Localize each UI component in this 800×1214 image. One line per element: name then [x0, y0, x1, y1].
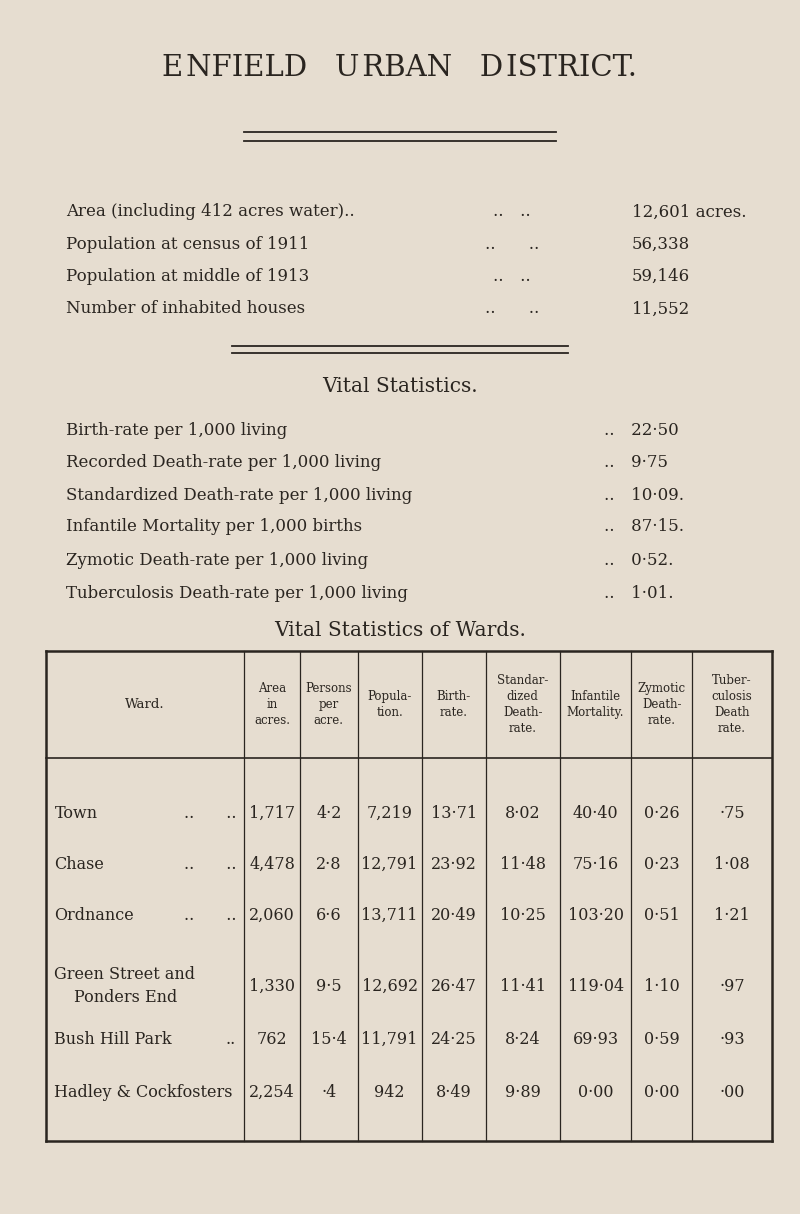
Text: ·4: ·4: [321, 1084, 337, 1101]
Text: ·75: ·75: [719, 805, 745, 822]
Text: ..  ..: .. ..: [183, 907, 236, 924]
Text: 20·49: 20·49: [430, 907, 477, 924]
Text: 15·4: 15·4: [311, 1031, 346, 1048]
Text: Ordnance: Ordnance: [54, 907, 134, 924]
Text: 2,060: 2,060: [249, 907, 295, 924]
Text: 0·00: 0·00: [644, 1084, 679, 1101]
Text: Hadley & Cockfosters: Hadley & Cockfosters: [54, 1084, 233, 1101]
Text: Ponders End: Ponders End: [74, 989, 178, 1006]
Text: 0·23: 0·23: [644, 856, 679, 873]
Text: Zymotic
Death-
rate.: Zymotic Death- rate.: [638, 681, 686, 727]
Text: 7,219: 7,219: [366, 805, 413, 822]
Text: Standardized Death-rate per 1,000 living: Standardized Death-rate per 1,000 living: [66, 487, 413, 504]
Text: 8·02: 8·02: [505, 805, 541, 822]
Text: Infantile Mortality per 1,000 births: Infantile Mortality per 1,000 births: [66, 518, 362, 535]
Text: 12,791: 12,791: [362, 856, 418, 873]
Text: Popula-
tion.: Popula- tion.: [367, 690, 412, 719]
Text: Chase: Chase: [54, 856, 104, 873]
Text: 12,692: 12,692: [362, 977, 418, 995]
Text: Town: Town: [54, 805, 98, 822]
Text: .. ..: .. ..: [493, 203, 531, 221]
Text: 8·24: 8·24: [505, 1031, 541, 1048]
Text: 119·04: 119·04: [567, 977, 624, 995]
Text: Area (including 412 acres water)..: Area (including 412 acres water)..: [66, 203, 355, 221]
Text: 69·93: 69·93: [573, 1031, 618, 1048]
Text: ·00: ·00: [719, 1084, 745, 1101]
Text: 12,601 acres.: 12,601 acres.: [632, 203, 746, 221]
Text: 2·8: 2·8: [316, 856, 342, 873]
Text: ·93: ·93: [719, 1031, 745, 1048]
Text: .. 1·01.: .. 1·01.: [604, 585, 674, 602]
Text: 103·20: 103·20: [567, 907, 623, 924]
Text: Bush Hill Park: Bush Hill Park: [54, 1031, 172, 1048]
Text: 13,711: 13,711: [362, 907, 418, 924]
Text: 11,552: 11,552: [632, 300, 690, 318]
Text: 4·2: 4·2: [316, 805, 342, 822]
Text: ..  ..: .. ..: [485, 236, 539, 254]
Text: 40·40: 40·40: [573, 805, 618, 822]
Text: .. 0·52.: .. 0·52.: [604, 552, 674, 569]
Text: 8·49: 8·49: [436, 1084, 471, 1101]
Text: Zymotic Death-rate per 1,000 living: Zymotic Death-rate per 1,000 living: [66, 552, 369, 569]
Text: ..  ..: .. ..: [485, 300, 539, 318]
Text: Tuber-
culosis
Death
rate.: Tuber- culosis Death rate.: [712, 674, 752, 734]
Text: .. 10·09.: .. 10·09.: [604, 487, 684, 504]
Text: Persons
per
acre.: Persons per acre.: [306, 681, 352, 727]
Text: Number of inhabited houses: Number of inhabited houses: [66, 300, 306, 318]
Text: 75·16: 75·16: [573, 856, 618, 873]
Text: Vital Statistics.: Vital Statistics.: [322, 376, 478, 396]
Text: Infantile
Mortality.: Infantile Mortality.: [567, 690, 624, 719]
Text: 942: 942: [374, 1084, 405, 1101]
Text: .. 22·50: .. 22·50: [604, 422, 678, 439]
Text: .. 9·75: .. 9·75: [604, 454, 668, 471]
Text: Ward.: Ward.: [126, 698, 165, 710]
Text: Birth-
rate.: Birth- rate.: [437, 690, 470, 719]
Text: 11,791: 11,791: [362, 1031, 418, 1048]
Text: 11·48: 11·48: [500, 856, 546, 873]
Text: Standar-
dized
Death-
rate.: Standar- dized Death- rate.: [497, 674, 549, 734]
Text: 9·89: 9·89: [505, 1084, 541, 1101]
Text: 1,330: 1,330: [249, 977, 295, 995]
Text: Birth-rate per 1,000 living: Birth-rate per 1,000 living: [66, 422, 288, 439]
Text: 9·5: 9·5: [316, 977, 342, 995]
Text: 10·25: 10·25: [500, 907, 546, 924]
Text: 2,254: 2,254: [249, 1084, 295, 1101]
Text: 1,717: 1,717: [249, 805, 295, 822]
Text: 0·59: 0·59: [644, 1031, 679, 1048]
Text: 1·10: 1·10: [644, 977, 679, 995]
Text: ..: ..: [226, 1031, 236, 1048]
Text: Recorded Death-rate per 1,000 living: Recorded Death-rate per 1,000 living: [66, 454, 382, 471]
Text: 13·71: 13·71: [430, 805, 477, 822]
Text: Area
in
acres.: Area in acres.: [254, 681, 290, 727]
Text: 0·00: 0·00: [578, 1084, 614, 1101]
Text: 6·6: 6·6: [316, 907, 342, 924]
Text: 24·25: 24·25: [430, 1031, 477, 1048]
Text: E NFIELD   U RBAN   D ISTRICT.: E NFIELD U RBAN D ISTRICT.: [162, 53, 638, 83]
Text: ..  ..: .. ..: [183, 805, 236, 822]
Text: 59,146: 59,146: [632, 268, 690, 285]
Text: .. 87·15.: .. 87·15.: [604, 518, 684, 535]
Text: 762: 762: [257, 1031, 287, 1048]
Text: 1·21: 1·21: [714, 907, 750, 924]
Text: .. ..: .. ..: [493, 268, 531, 285]
Text: 11·41: 11·41: [500, 977, 546, 995]
Text: Green Street and: Green Street and: [54, 966, 195, 983]
Text: 0·51: 0·51: [644, 907, 679, 924]
Text: ·97: ·97: [719, 977, 745, 995]
Text: Tuberculosis Death-rate per 1,000 living: Tuberculosis Death-rate per 1,000 living: [66, 585, 408, 602]
Text: 4,478: 4,478: [249, 856, 295, 873]
Text: Population at middle of 1913: Population at middle of 1913: [66, 268, 310, 285]
Text: 23·92: 23·92: [430, 856, 477, 873]
Text: Vital Statistics of Wards.: Vital Statistics of Wards.: [274, 620, 526, 640]
Text: 26·47: 26·47: [430, 977, 477, 995]
Text: 56,338: 56,338: [632, 236, 690, 254]
Text: 1·08: 1·08: [714, 856, 750, 873]
Text: ..  ..: .. ..: [183, 856, 236, 873]
Text: 0·26: 0·26: [644, 805, 679, 822]
Text: Population at census of 1911: Population at census of 1911: [66, 236, 310, 254]
